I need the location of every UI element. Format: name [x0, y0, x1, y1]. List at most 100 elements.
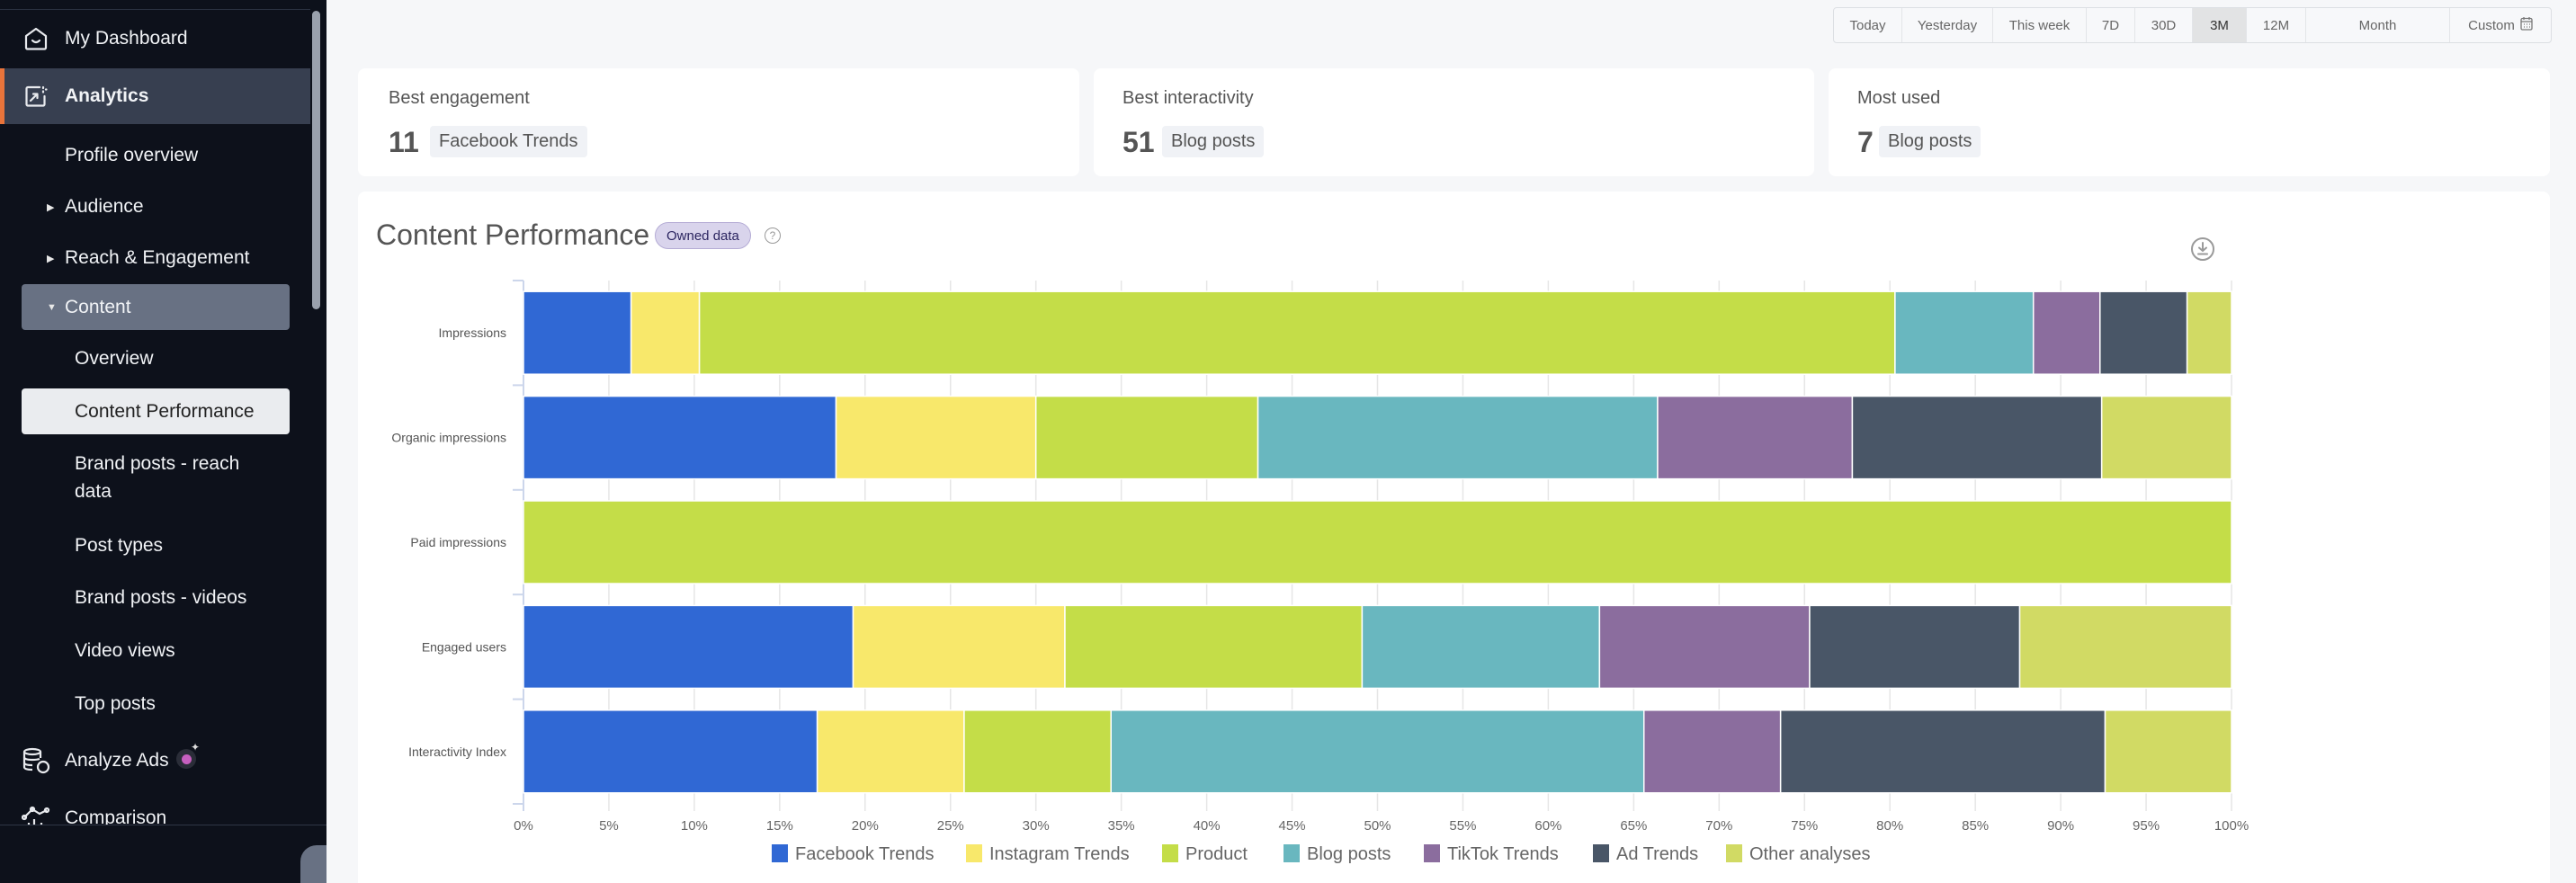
sidebar-item-label: Analyze Ads: [65, 750, 169, 771]
sidebar-item-audience[interactable]: ▶ Audience: [0, 193, 310, 220]
sidebar-item-label: Brand posts - reach data: [75, 453, 240, 502]
sidebar-item-content-label[interactable]: ▼ Content: [0, 294, 310, 321]
x-tick-label: 10%: [681, 818, 708, 834]
legend-swatch: [1726, 844, 1742, 862]
calendar-icon: [2520, 16, 2533, 34]
date-option-month[interactable]: Month: [2306, 8, 2450, 42]
sidebar-item-content[interactable]: [22, 284, 290, 330]
sidebar-item-video-views[interactable]: Video views: [0, 638, 310, 664]
x-tick-label: 80%: [1876, 818, 1903, 834]
x-tick-label: 15%: [766, 818, 793, 834]
stacked-bar-chart: 0% 5% 10% 15% 20% 25% 30% 35% 40% 45% 50% 55% 60% 65%…: [391, 280, 2249, 864]
chart-title: Content Performance: [376, 219, 650, 251]
bar-segment: [1598, 604, 1811, 690]
sidebar-item-post-types[interactable]: Post types: [0, 532, 310, 559]
bar-segment: [835, 395, 1037, 480]
content-performance-card: Content Performance Owned data ? 0% 5% 10%…: [358, 192, 2550, 883]
x-tick-label: 50%: [1364, 818, 1391, 834]
sidebar-item-content-performance-label[interactable]: Content Performance: [0, 398, 310, 425]
sidebar-item-analyze-ads[interactable]: Analyze Ads ✦: [0, 741, 310, 779]
analytics-icon: [22, 82, 50, 111]
legend-swatch: [1424, 844, 1440, 862]
y-category-label: Paid impressions: [410, 535, 506, 549]
bar-segment: [1110, 709, 1645, 794]
caret-right-icon: ▶: [47, 201, 55, 213]
bar-segment: [2018, 604, 2232, 690]
bar-segment: [1257, 395, 1659, 480]
bar-segment: [1361, 604, 1601, 690]
x-tick-label: 75%: [1791, 818, 1818, 834]
bar-segment: [2100, 395, 2232, 480]
legend-swatch: [1593, 844, 1609, 862]
x-tick-label: 70%: [1705, 818, 1732, 834]
bar-segment: [2104, 709, 2232, 794]
kpi-value: 7: [1857, 126, 1874, 158]
sidebar-item-label: Post types: [75, 535, 164, 556]
date-range-selector: Today Yesterday This week 7D 30D 3M 12M …: [1833, 7, 2552, 43]
sidebar-item-brand-posts-reach[interactable]: Brand posts - reach data: [0, 450, 310, 505]
download-icon[interactable]: [2190, 236, 2215, 262]
sparkle-icon: ✦: [191, 741, 201, 754]
x-tick-label: 65%: [1620, 818, 1647, 834]
bar-segment: [523, 290, 632, 375]
help-icon[interactable]: ?: [765, 227, 781, 244]
sidebar-item-profile-overview[interactable]: Profile overview: [0, 142, 310, 169]
owned-data-badge: Owned data: [655, 222, 751, 249]
date-option-3m[interactable]: 3M: [2193, 8, 2247, 42]
sidebar-item-my-dashboard[interactable]: My Dashboard: [0, 11, 310, 67]
sidebar-item-label: Content: [65, 297, 131, 317]
bar-segment: [1034, 395, 1259, 480]
legend-label: Blog posts: [1307, 844, 1391, 864]
bar-segment: [1851, 395, 2103, 480]
kpi-card-most-used: Most used 7 Blog posts: [1829, 68, 2550, 176]
kpi-card-best-interactivity: Best interactivity 51 Blog posts: [1094, 68, 1814, 176]
date-option-12m[interactable]: 12M: [2247, 8, 2306, 42]
y-category-label: Organic impressions: [391, 431, 506, 445]
sidebar-item-top-posts[interactable]: Top posts: [0, 691, 310, 718]
kpi-card-best-engagement: Best engagement 11 Facebook Trends: [358, 68, 1079, 176]
date-option-7d[interactable]: 7D: [2087, 8, 2135, 42]
x-tick-label: 60%: [1534, 818, 1561, 834]
date-option-custom[interactable]: Custom: [2450, 8, 2551, 42]
date-option-30d[interactable]: 30D: [2135, 8, 2193, 42]
x-tick-label: 40%: [1194, 818, 1221, 834]
bar-segment: [630, 290, 701, 375]
sidebar-item-comparison[interactable]: Comparison: [0, 800, 310, 825]
date-option-yesterday[interactable]: Yesterday: [1902, 8, 1993, 42]
bar-segment: [523, 500, 2232, 584]
bar-segment: [2099, 290, 2188, 375]
sidebar-item-brand-posts-videos[interactable]: Brand posts - videos: [0, 584, 310, 611]
date-option-today[interactable]: Today: [1834, 8, 1902, 42]
bar-segment: [523, 604, 854, 690]
sidebar-item-analytics[interactable]: Analytics: [0, 68, 310, 124]
bar-segment: [1779, 709, 2106, 794]
kpi-value: 11: [389, 126, 419, 158]
legend-label: Product: [1185, 844, 1248, 864]
sidebar-item-label: Audience: [65, 196, 144, 217]
y-category-label: Interactivity Index: [408, 745, 506, 759]
legend-swatch: [966, 844, 982, 862]
bar-segment: [523, 395, 837, 480]
x-tick-label: 100%: [2214, 818, 2249, 834]
bar-segment: [698, 290, 1896, 375]
bar-segment: [2186, 290, 2232, 375]
sidebar-item-overview[interactable]: Overview: [0, 345, 310, 372]
sidebar-item-label: Brand posts - videos: [75, 587, 247, 608]
sidebar-item-label: Top posts: [75, 693, 156, 714]
kpi-tag: Blog posts: [1162, 126, 1265, 157]
kpi-title: Most used: [1857, 88, 1941, 108]
date-option-this-week[interactable]: This week: [1993, 8, 2087, 42]
new-feature-badge-icon: [176, 749, 196, 769]
caret-right-icon: ▶: [47, 253, 55, 264]
sidebar-collapse-button[interactable]: [300, 845, 326, 883]
sidebar-item-reach-engagement[interactable]: ▶ Reach & Engagement: [0, 245, 310, 272]
sidebar-item-content-performance[interactable]: [22, 388, 290, 434]
sidebar: My Dashboard Analytics Profile overview …: [0, 0, 326, 883]
kpi-tag: Blog posts: [1879, 126, 1981, 157]
sidebar-item-label: Overview: [75, 348, 154, 369]
sidebar-scrollbar[interactable]: [312, 11, 320, 309]
sidebar-item-label: Profile overview: [65, 145, 199, 165]
sidebar-item-label: Video views: [75, 640, 175, 661]
sidebar-item-label: Comparison: [65, 807, 167, 825]
legend-swatch: [772, 844, 788, 862]
